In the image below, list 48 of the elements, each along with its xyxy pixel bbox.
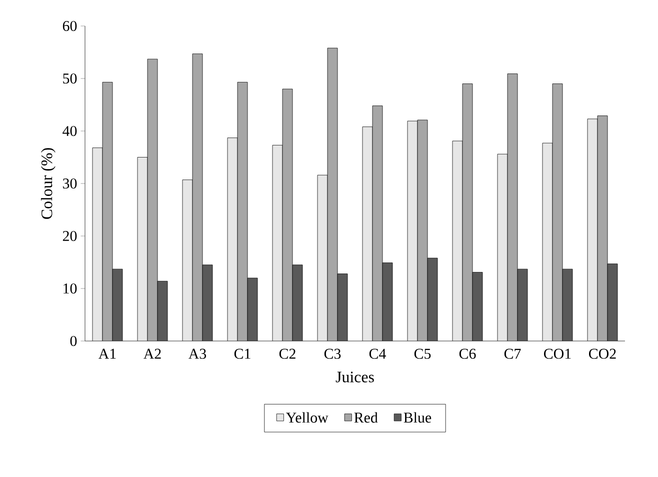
bar: [228, 138, 238, 341]
y-tick-label: 30: [63, 178, 77, 189]
bar: [542, 143, 553, 341]
x-tick-label: C6: [459, 348, 476, 359]
x-axis-title: Juices: [336, 372, 374, 382]
bar: [462, 84, 473, 341]
bar: [597, 116, 608, 341]
bar: [508, 74, 518, 341]
bar: [498, 154, 508, 341]
bar: [328, 48, 338, 341]
bar: [552, 84, 563, 341]
bar: [372, 106, 382, 341]
bar: [452, 140, 463, 341]
legend-label: Red: [354, 412, 378, 423]
bar: [182, 180, 192, 341]
bar: [192, 54, 202, 341]
bar: [318, 175, 328, 341]
x-tick-label: C4: [369, 348, 386, 359]
x-tick-label: C2: [279, 348, 296, 359]
x-tick-label: A2: [144, 348, 161, 359]
bar: [138, 157, 148, 341]
y-tick-label: 60: [62, 20, 77, 32]
x-tick-label: C5: [414, 348, 431, 359]
x-tick-label: CO2: [588, 348, 616, 359]
bar: [587, 118, 598, 341]
legend-label: Blue: [404, 412, 432, 423]
bar: [238, 82, 248, 341]
bar: [418, 120, 428, 341]
x-tick-label: A3: [188, 348, 206, 359]
y-tick-label: 50: [63, 73, 77, 84]
bar: [272, 145, 282, 341]
x-tick-label: CO1: [544, 348, 571, 359]
legend-label: Yellow: [286, 412, 328, 423]
y-axis-title: Colour (%): [40, 148, 56, 219]
x-tick-label: C3: [324, 348, 341, 359]
x-tick-label: C1: [234, 348, 250, 359]
bar: [282, 89, 292, 341]
y-tick-label: 20: [62, 230, 77, 242]
y-tick-label: 0: [70, 336, 77, 346]
bar: [362, 126, 372, 341]
x-tick-label: C7: [504, 348, 521, 359]
bar: [408, 121, 418, 341]
bar: [148, 59, 158, 341]
bar: [102, 82, 112, 341]
x-tick-label: A1: [98, 348, 116, 359]
y-tick-label: 10: [64, 283, 77, 294]
y-tick-label: 40: [62, 126, 77, 136]
bar: [92, 148, 102, 341]
